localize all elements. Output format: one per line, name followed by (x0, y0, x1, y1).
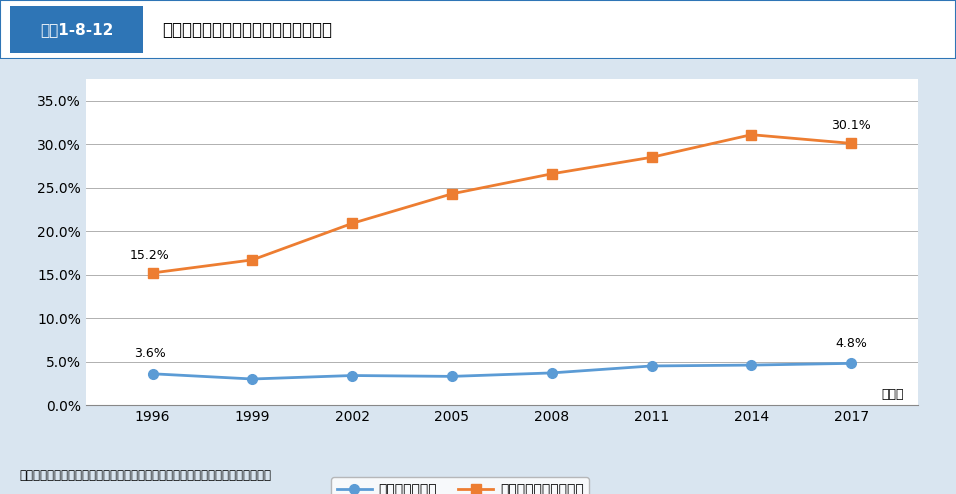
FancyBboxPatch shape (10, 6, 143, 53)
Text: 15.2%: 15.2% (130, 249, 169, 262)
Text: （年）: （年） (880, 388, 903, 401)
Text: 30.1%: 30.1% (832, 120, 871, 132)
Legend: 税による改善度, 社会保障による改善度: 税による改善度, 社会保障による改善度 (332, 477, 589, 494)
Text: 3.6%: 3.6% (134, 347, 165, 360)
Text: 図表1-8-12: 図表1-8-12 (40, 22, 113, 37)
Text: 資料：厚生労働省政策統括官付政策立案・評価担当参事官室「所得再分配調査」: 資料：厚生労働省政策統括官付政策立案・評価担当参事官室「所得再分配調査」 (19, 469, 272, 482)
Text: 税・社会保障によるジニ係数の改善度: 税・社会保障によるジニ係数の改善度 (163, 21, 333, 39)
Text: 4.8%: 4.8% (836, 337, 867, 350)
FancyBboxPatch shape (0, 0, 956, 59)
